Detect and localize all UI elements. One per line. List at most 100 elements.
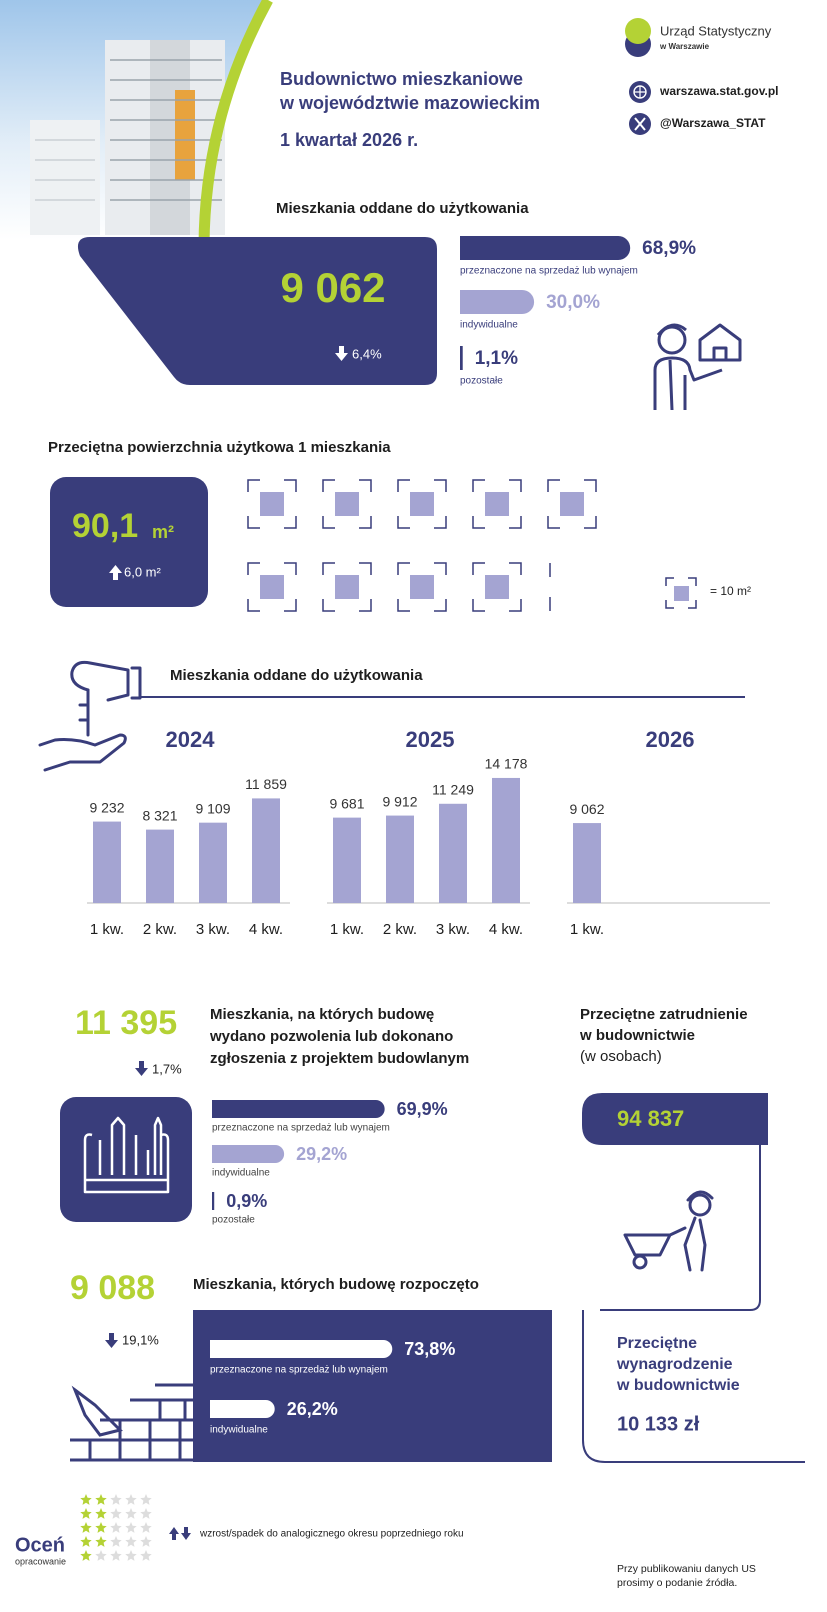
header-period: 1 kwartał 2026 r.	[280, 130, 418, 150]
wages-title: wynagrodzenie	[616, 1356, 733, 1373]
bar-chart: 2024 9 232 1 kw. 8 321 2 kw. 9 109 3 kw. 11 859…	[87, 727, 770, 938]
employment-card	[582, 1093, 768, 1145]
logo	[625, 18, 651, 57]
bar	[252, 798, 280, 903]
year-label: 2025	[406, 727, 455, 752]
category-label: 1 kw.	[330, 921, 364, 938]
down-arrow	[335, 346, 348, 361]
star	[95, 1522, 107, 1533]
area-change: 6,0 m²	[124, 564, 162, 579]
square-fill	[260, 575, 284, 599]
square-fill	[485, 575, 509, 599]
share-bar	[212, 1192, 215, 1210]
star	[80, 1508, 92, 1519]
building-photo	[30, 120, 100, 235]
institution-name: Urząd Statystyczny	[660, 23, 772, 38]
category-label: 1 kw.	[570, 921, 604, 938]
bar-value-label: 9 681	[329, 795, 364, 811]
bar-value-label: 11 859	[245, 776, 287, 792]
share-label: przeznaczone na sprzedaż lub wynajem	[210, 1365, 388, 1376]
twitter[interactable]: @Warszawa_STAT	[660, 116, 766, 130]
share-value: 68,9%	[642, 238, 696, 259]
year-label: 2024	[166, 727, 216, 752]
header-title: Budownictwo mieszkaniowe	[280, 69, 523, 89]
worker-icon	[623, 1226, 687, 1257]
up-arrow	[109, 565, 122, 580]
square-frame	[247, 479, 297, 529]
bar	[573, 823, 601, 903]
person-house-icon	[698, 323, 742, 362]
share-label: pozostałe	[212, 1215, 255, 1226]
person-house-icon	[656, 323, 687, 336]
building-photo	[198, 0, 273, 246]
total-value: 9 062	[280, 264, 385, 311]
building-photo	[0, 0, 273, 246]
down-arrow	[105, 1333, 118, 1348]
wages-title: w budownictwie	[616, 1377, 740, 1394]
bar	[199, 822, 227, 903]
plans-icon	[83, 1116, 170, 1194]
building-photo	[35, 139, 95, 201]
square-frame	[322, 562, 372, 612]
star	[110, 1550, 122, 1561]
star	[125, 1550, 137, 1561]
x-icon	[634, 117, 646, 131]
worker-icon	[623, 1190, 714, 1272]
key-hand-icon	[38, 660, 142, 772]
category-label: 3 kw.	[436, 921, 470, 938]
bar	[93, 821, 121, 903]
section-title: Mieszkania oddane do użytkowania	[276, 200, 529, 217]
star	[80, 1550, 92, 1561]
star	[95, 1494, 107, 1505]
star	[80, 1494, 92, 1505]
star	[110, 1522, 122, 1533]
bar-value-label: 9 062	[569, 801, 604, 817]
rate-link[interactable]: Oceń	[15, 1534, 65, 1556]
legend-arrows	[181, 1527, 191, 1540]
bricks-icon	[71, 1385, 123, 1437]
bar	[492, 777, 520, 903]
star	[125, 1536, 137, 1547]
bar-value-label: 8 321	[142, 807, 177, 823]
share-label: indywidualne	[212, 1168, 270, 1179]
permits-title: Mieszkania, na których budowę	[210, 1006, 434, 1023]
star	[95, 1550, 107, 1561]
share-value: 26,2%	[287, 1399, 338, 1419]
area-card	[50, 477, 208, 607]
share-bar	[212, 1100, 385, 1118]
square-frame	[247, 562, 297, 612]
started-panel	[193, 1310, 552, 1462]
employment-value: 94 837	[617, 1106, 684, 1131]
worker-icon	[683, 1216, 707, 1272]
legend-arrows	[169, 1527, 191, 1540]
rating-stars	[80, 1494, 152, 1561]
arrows-legend: wzrost/spadek do analogicznego okresu po…	[199, 1529, 464, 1540]
wages-title: Przeciętne	[617, 1335, 697, 1352]
key-hand-icon	[78, 688, 90, 737]
rate-sub[interactable]: opracowanie	[15, 1556, 66, 1566]
legend-arrows	[169, 1527, 179, 1540]
permits-icon-card	[60, 1097, 192, 1222]
share-value: 69,9%	[397, 1099, 448, 1119]
share-bar	[460, 236, 631, 260]
permits-total: 11 395	[75, 1004, 177, 1042]
worker-icon	[688, 1193, 712, 1217]
square-frame	[547, 479, 597, 529]
star	[140, 1550, 152, 1561]
person-house-icon	[653, 323, 742, 411]
star	[95, 1508, 107, 1519]
bar-value-label: 14 178	[485, 756, 528, 772]
share-bar	[212, 1145, 285, 1163]
down-arrow	[135, 1061, 148, 1076]
share-value: 1,1%	[475, 348, 518, 369]
legend-fill	[674, 586, 689, 601]
website[interactable]: warszawa.stat.gov.pl	[659, 84, 778, 98]
permits-title: zgłoszenia z projektem budowlanym	[210, 1050, 469, 1067]
employment-subtitle: (w osobach)	[580, 1048, 662, 1065]
star	[110, 1536, 122, 1547]
square-fill	[335, 575, 359, 599]
square-fill	[410, 492, 434, 516]
square-fill	[560, 492, 584, 516]
section-title: Przeciętna powierzchnia użytkowa 1 miesz…	[48, 439, 391, 456]
